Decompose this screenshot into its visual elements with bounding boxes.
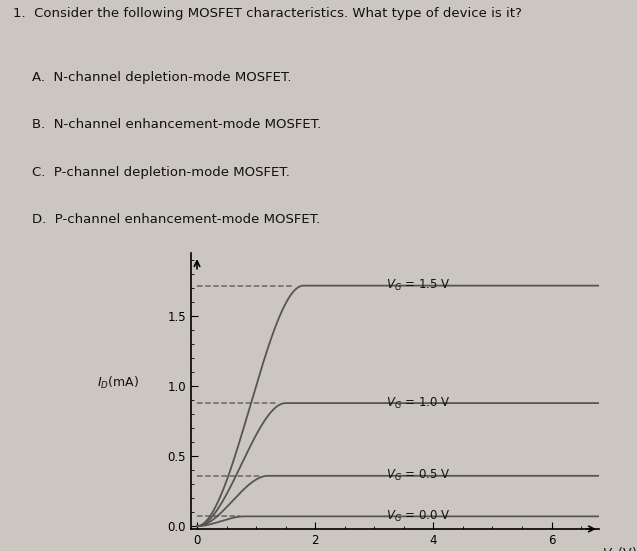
Y-axis label: $I_D$(mA): $I_D$(mA) <box>97 375 139 391</box>
Text: $V_G$ = 1.5 V: $V_G$ = 1.5 V <box>386 278 450 293</box>
Text: D.  P-channel enhancement-mode MOSFET.: D. P-channel enhancement-mode MOSFET. <box>32 213 320 226</box>
Text: 1.  Consider the following MOSFET characteristics. What type of device is it?: 1. Consider the following MOSFET charact… <box>13 7 522 20</box>
Text: C.  P-channel depletion-mode MOSFET.: C. P-channel depletion-mode MOSFET. <box>32 166 290 179</box>
Text: $V_G$ = 0.0 V: $V_G$ = 0.0 V <box>386 509 450 524</box>
Text: A.  N-channel depletion-mode MOSFET.: A. N-channel depletion-mode MOSFET. <box>32 71 291 84</box>
X-axis label: $V_D$(V): $V_D$(V) <box>602 545 636 551</box>
Text: $V_G$ = 1.0 V: $V_G$ = 1.0 V <box>386 396 450 410</box>
Text: B.  N-channel enhancement-mode MOSFET.: B. N-channel enhancement-mode MOSFET. <box>32 118 321 132</box>
Text: $V_G$ = 0.5 V: $V_G$ = 0.5 V <box>386 468 450 483</box>
